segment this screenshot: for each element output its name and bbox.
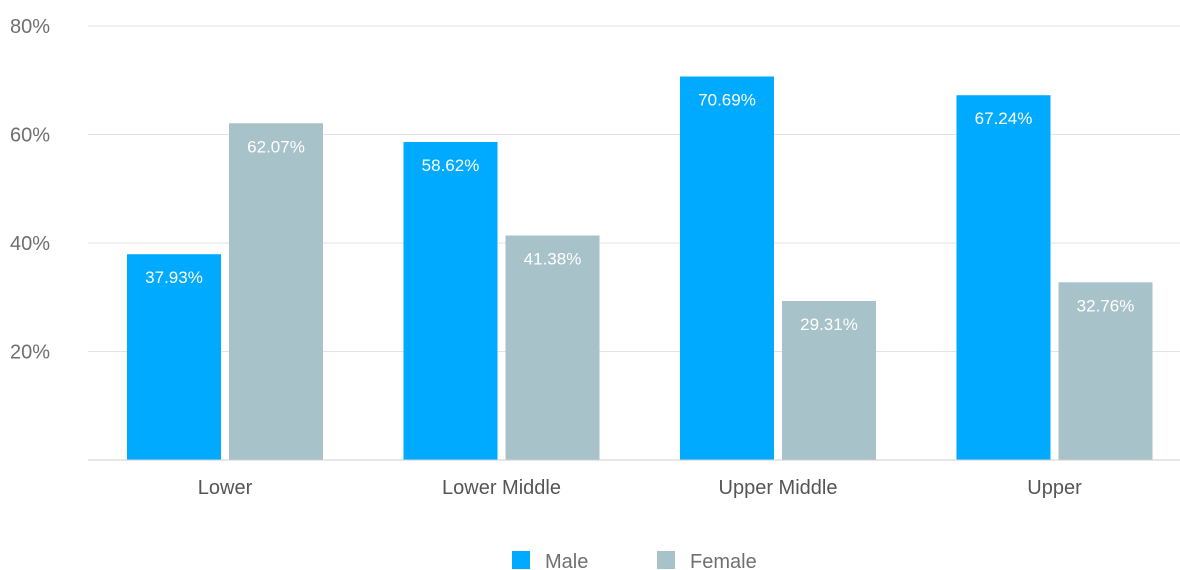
bar-value-label: 62.07% <box>247 137 305 156</box>
bar-female <box>229 123 323 460</box>
y-tick-label: 20% <box>10 342 50 364</box>
x-category-label: Upper Middle <box>719 477 838 499</box>
bar-male <box>404 142 498 460</box>
x-category-label: Upper <box>1027 477 1082 499</box>
bar-value-label: 70.69% <box>698 91 756 110</box>
bar-male <box>680 77 774 460</box>
bar-value-label: 29.31% <box>800 315 858 334</box>
bar-value-label: 37.93% <box>145 268 203 287</box>
bar-value-label: 67.24% <box>975 109 1033 128</box>
x-axis-category-labels: Lower Lower Middle Upper Middle Upper <box>198 477 1082 499</box>
y-tick-label: 60% <box>10 125 50 147</box>
bar-value-label: 58.62% <box>422 156 480 175</box>
x-category-label: Lower Middle <box>442 477 561 499</box>
legend-label-female: Female <box>690 551 757 570</box>
legend-swatch-female <box>657 551 675 569</box>
bar-female <box>506 236 600 460</box>
bar-male <box>957 95 1051 460</box>
bar-value-label: 32.76% <box>1077 296 1135 315</box>
legend-swatch-male <box>512 551 530 569</box>
y-axis-ticks: 20% 40% 60% 80% <box>10 16 50 364</box>
y-tick-label: 40% <box>10 233 50 255</box>
y-tick-label: 80% <box>10 16 50 38</box>
bar-value-label: 41.38% <box>524 250 582 269</box>
legend: Male Female <box>512 551 757 570</box>
x-category-label: Lower <box>198 477 253 499</box>
legend-label-male: Male <box>545 551 588 570</box>
